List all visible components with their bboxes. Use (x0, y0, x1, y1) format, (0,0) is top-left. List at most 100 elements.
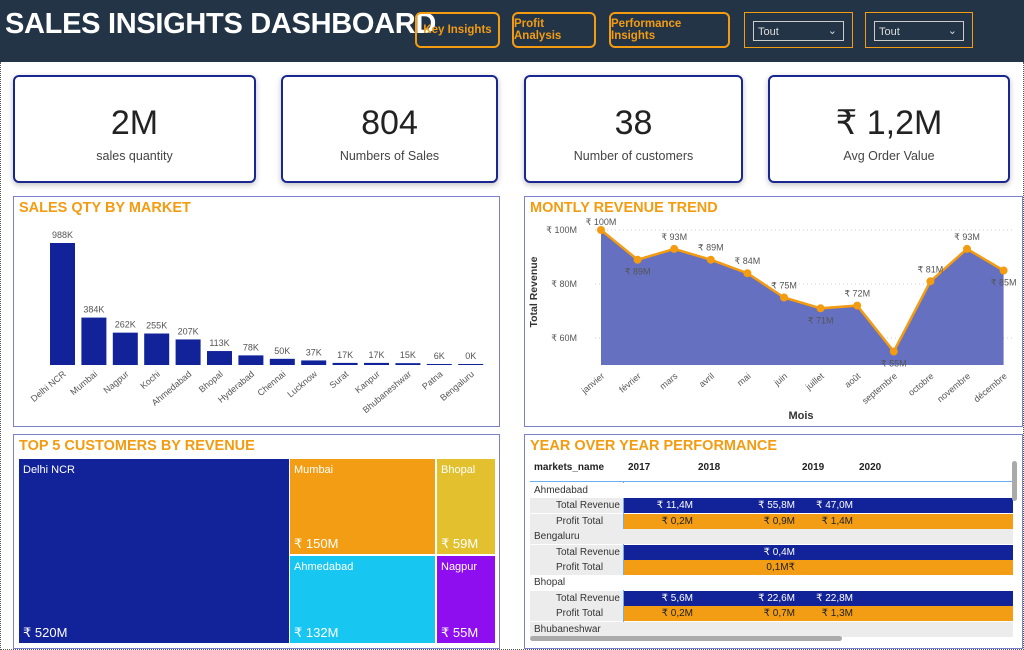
treemap-tile-nagpur[interactable]: Nagpur ₹ 55M (437, 556, 495, 643)
profit-total-row: ₹ 0,2M ₹ 0,9M ₹ 1,4M (624, 513, 1013, 529)
bar-data-label: 78K (243, 342, 259, 352)
value-cell: ₹ 0,4M (763, 546, 795, 558)
kpi-value: 38 (614, 104, 653, 142)
bar-data-label: 262K (115, 320, 136, 330)
header-bar: SALES INSIGHTS DASHBOARD Key Insights Pr… (0, 0, 1024, 62)
profit-analysis-button[interactable]: Profit Analysis (512, 12, 596, 48)
bar (144, 333, 170, 365)
bar-data-label: 17K (368, 350, 384, 360)
x-tick-label: septembre (860, 371, 899, 406)
measure-label: Total Revenue (556, 546, 620, 558)
y-tick-label: ₹ 80M (551, 279, 577, 289)
x-tick-label: Nagpur (102, 369, 131, 396)
filter-dropdown-1[interactable]: Tout ⌄ (744, 12, 853, 48)
tile-name: Ahmedabad (294, 561, 354, 573)
data-label: ₹ 55M (881, 359, 907, 369)
data-label: ₹ 100M (586, 217, 617, 227)
yoy-performance-panel: YEAR OVER YEAR PERFORMANCE markets_name 2… (524, 434, 1023, 649)
bar-data-label: 384K (83, 305, 104, 315)
value-cell: ₹ 0,9M (763, 515, 795, 527)
filter-value: Tout (758, 26, 779, 38)
horizontal-scrollbar[interactable] (530, 636, 842, 641)
filter-dropdown-2[interactable]: Tout ⌄ (865, 12, 973, 48)
x-tick-label: février (617, 371, 643, 395)
x-tick-label: janvier (579, 371, 607, 396)
x-tick-label: avril (697, 371, 716, 389)
data-point (926, 277, 935, 286)
bar (238, 355, 264, 365)
kpi-sales-quantity: 2M sales quantity (13, 75, 256, 183)
page-title: SALES INSIGHTS DASHBOARD (5, 8, 437, 40)
data-label: ₹ 93M (661, 232, 687, 242)
value-cell: ₹ 55,8M (758, 500, 795, 512)
filter-value: Tout (879, 26, 900, 38)
kpi-number-of-sales: 804 Numbers of Sales (281, 75, 498, 183)
bar (332, 362, 358, 365)
x-tick-label: mars (658, 371, 680, 392)
tile-name: Mumbai (294, 464, 334, 476)
column-header[interactable]: 2017 (628, 462, 651, 473)
measure-label: Profit Total (556, 608, 604, 620)
vertical-scrollbar[interactable] (1012, 461, 1017, 501)
value-cell: ₹ 11,4M (656, 500, 693, 512)
panel-title: SALES QTY BY MARKET (19, 200, 191, 216)
value-cell: ₹ 5,6M (661, 592, 693, 604)
data-label: ₹ 84M (735, 256, 761, 266)
measure-label: Profit Total (556, 515, 604, 527)
column-header[interactable]: 2020 (859, 462, 882, 473)
x-tick-label: Delhi NCR (29, 369, 68, 404)
x-tick-label: Surat (327, 369, 350, 391)
bar-data-label: 17K (337, 350, 353, 360)
x-tick-label: octobre (906, 371, 935, 398)
market-name: Ahmedabad (534, 485, 588, 496)
measure-label-cell: Profit Total (530, 560, 623, 575)
data-label: ₹ 89M (698, 243, 724, 253)
x-tick-label: Mumbai (68, 369, 99, 397)
measure-label: Profit Total (556, 562, 604, 573)
measure-label-cell: Total Revenue (530, 590, 623, 606)
data-point (853, 301, 862, 310)
bar (269, 358, 295, 365)
chevron-down-icon: ⌄ (947, 25, 957, 37)
group-row[interactable]: Bengaluru (530, 529, 1013, 545)
data-label: ₹ 81M (918, 264, 944, 274)
column-header[interactable]: markets_name (534, 462, 605, 473)
bar (207, 351, 232, 365)
x-tick-label: août (843, 371, 863, 390)
data-point (999, 266, 1008, 275)
treemap-tile-ahmedabad[interactable]: Ahmedabad ₹ 132M (290, 556, 435, 643)
key-insights-button[interactable]: Key Insights (415, 12, 500, 48)
treemap-tile-delhi-ncr[interactable]: Delhi NCR ₹ 520M (19, 459, 289, 643)
performance-insights-button[interactable]: Performance Insights (609, 12, 730, 48)
bar-data-label: 15K (400, 350, 416, 360)
data-point (780, 293, 788, 302)
total-revenue-row: ₹ 0,4M (624, 544, 1013, 560)
x-tick-label: Kochi (138, 369, 162, 391)
bar-data-label: 207K (178, 326, 199, 336)
data-label: ₹ 75M (771, 281, 797, 291)
bar-data-label: 0K (465, 351, 476, 361)
bar-data-label: 50K (274, 346, 290, 356)
kpi-label: Numbers of Sales (339, 149, 440, 163)
value-cell: ₹ 22,8M (816, 592, 853, 604)
data-point (889, 347, 898, 356)
group-row[interactable]: Bhubaneshwar (530, 621, 1013, 637)
bar-data-label: 6K (434, 351, 445, 361)
group-row[interactable]: Ahmedabad (530, 483, 1013, 498)
x-tick-label: Chennai (255, 369, 287, 398)
x-tick-label: Lucknow (285, 369, 319, 400)
bar (395, 363, 421, 365)
value-cell: ₹ 0,2M (661, 608, 693, 620)
group-row[interactable]: Bhopal (530, 575, 1013, 591)
y-tick-label: ₹ 100M (546, 225, 577, 235)
kpi-label: sales quantity (96, 149, 173, 163)
column-header[interactable]: 2019 (802, 462, 825, 473)
y-tick-label: ₹ 60M (551, 333, 577, 343)
column-header[interactable]: 2018 (698, 462, 721, 473)
treemap-tile-bhopal[interactable]: Bhopal ₹ 59M (437, 459, 495, 554)
x-tick-label: novembre (935, 371, 972, 404)
panel-title: MONTLY REVENUE TREND (530, 200, 718, 216)
measure-label-cell: Profit Total (530, 606, 623, 622)
bar (50, 243, 75, 365)
treemap-tile-mumbai[interactable]: Mumbai ₹ 150M (290, 459, 435, 554)
